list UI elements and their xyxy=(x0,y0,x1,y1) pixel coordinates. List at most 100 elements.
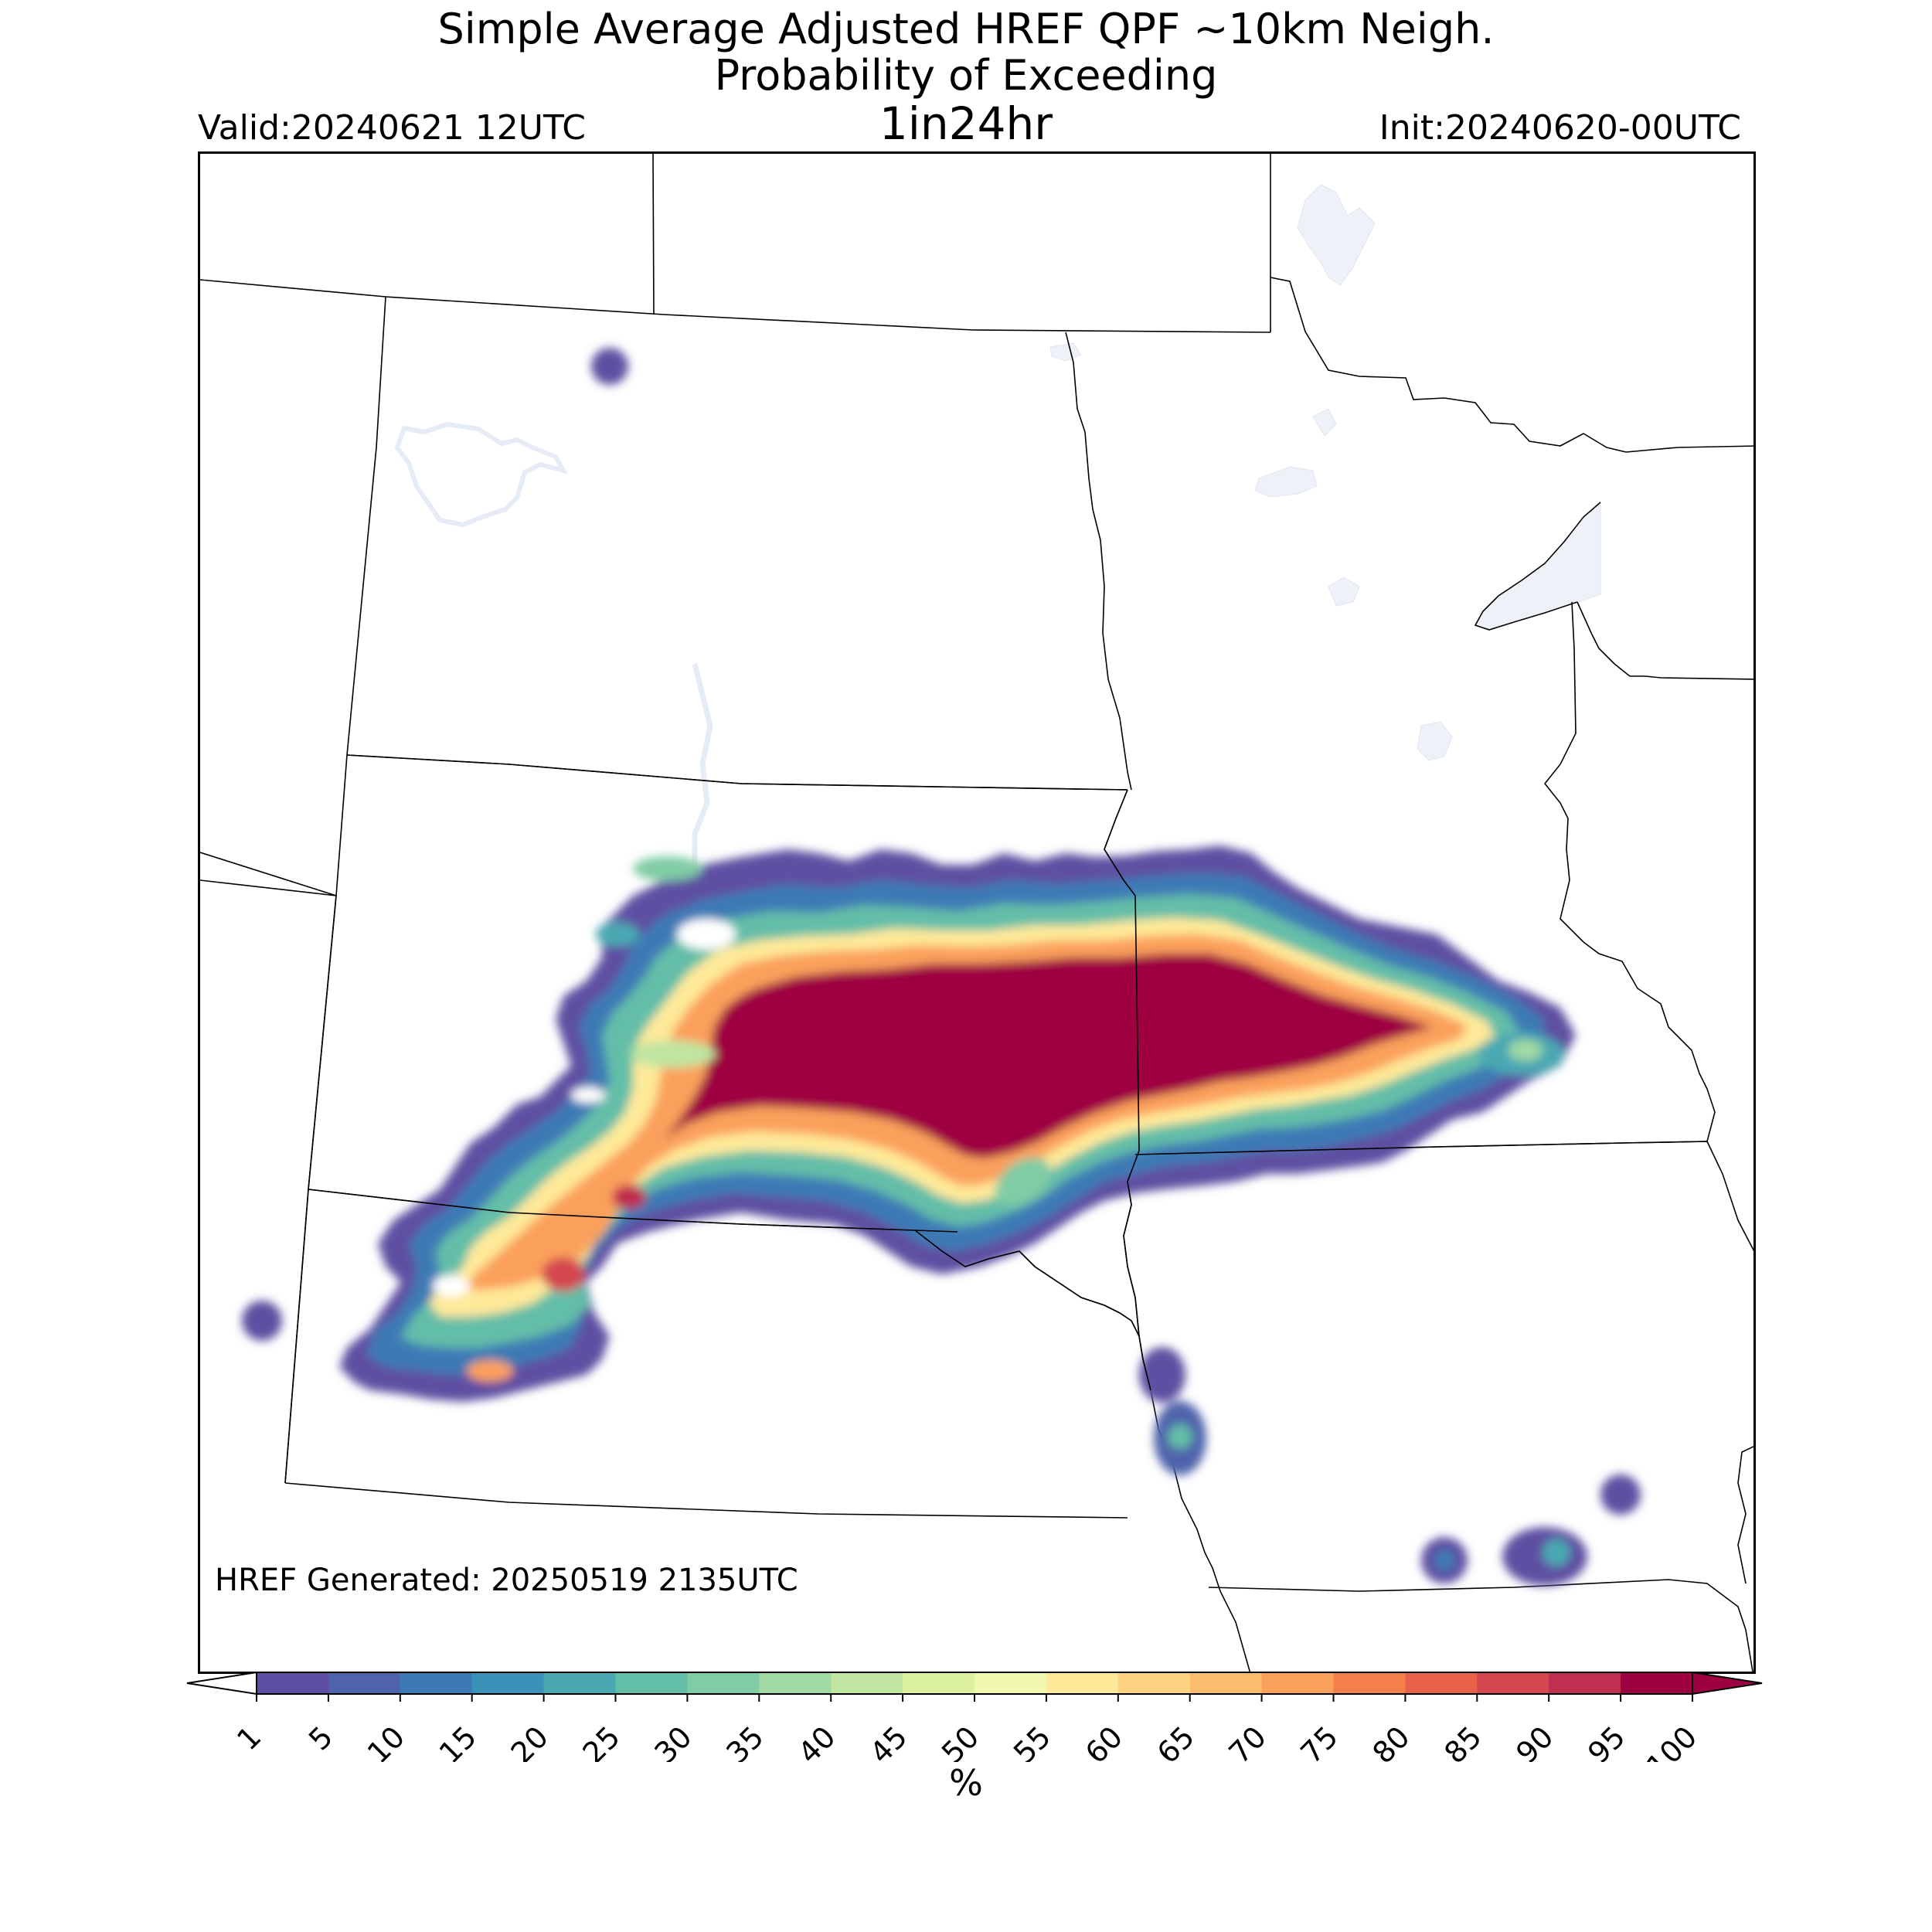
precip-probability-field xyxy=(242,348,1641,1586)
mille-lacs xyxy=(1417,721,1453,761)
colorbar-swatch xyxy=(471,1672,545,1694)
colorbar-swatch xyxy=(257,1672,329,1694)
iowa-south-border xyxy=(1208,1579,1753,1672)
colorbar-tick-label: 40 xyxy=(791,1719,842,1762)
north-dakota-south-dakota-border-overlay xyxy=(346,754,1128,791)
colorbar-swatch xyxy=(1189,1672,1263,1694)
init-time-label: Init:20240620-00UTC xyxy=(1379,108,1741,148)
colorbar-swatch xyxy=(1405,1672,1478,1694)
valid-time-label: Valid:20240621 12UTC xyxy=(198,108,587,148)
colorbar-tick-label: 45 xyxy=(863,1719,913,1762)
colorbar-swatch xyxy=(1621,1672,1693,1694)
upper-red-lakes xyxy=(1312,408,1337,437)
colorbar-tick-label: 5 xyxy=(302,1719,339,1757)
minnesota-iowa-border-overlay xyxy=(1134,1141,1708,1155)
colorbar-swatch xyxy=(328,1672,401,1694)
north-dakota-south-dakota-border xyxy=(346,754,1128,791)
lake-superior-shore xyxy=(1474,502,1601,631)
colorbar-tick-label: 15 xyxy=(433,1719,483,1762)
colorbar-swatch xyxy=(687,1672,760,1694)
colorbar-swatches xyxy=(186,1671,1763,1696)
colorbar-swatch xyxy=(1261,1672,1334,1694)
devils-lake xyxy=(1049,342,1082,362)
colorbar-tick-label: 25 xyxy=(577,1719,627,1762)
wyoming-sd-border-overlay xyxy=(284,895,337,1484)
colorbar-extend-high xyxy=(1692,1671,1763,1696)
prob-95pct-contour xyxy=(664,954,1433,1158)
colorbar-swatch xyxy=(400,1672,473,1694)
prob-low-pocket-south xyxy=(995,1157,1052,1206)
colorbar-tick-label: 90 xyxy=(1509,1719,1560,1762)
colorbar-extend-low xyxy=(186,1671,257,1696)
northwest-territory-line xyxy=(200,852,337,896)
lakes-layer xyxy=(394,184,1601,959)
colorbar-tick-label: 70 xyxy=(1223,1719,1273,1762)
colorbar-tick-label: 60 xyxy=(1079,1719,1129,1762)
colorbar-tick-label: 95 xyxy=(1581,1719,1631,1762)
minnesota-wisconsin-border xyxy=(1543,601,1753,1252)
colorbar-swatch xyxy=(903,1672,975,1694)
prob-gap-southwest xyxy=(433,1275,470,1297)
prob-blob-wyoming xyxy=(242,1301,282,1341)
prob-blob-iowa-c xyxy=(1600,1475,1641,1515)
map-canvas xyxy=(200,154,1753,1672)
colorbar-swatch xyxy=(975,1672,1047,1694)
lake-sakakawea xyxy=(394,421,569,528)
montana-wyoming-border xyxy=(200,879,337,896)
canada-province-line xyxy=(652,154,655,315)
colorbar-swatch xyxy=(1333,1672,1406,1694)
south-dakota-iowa-border-overlay xyxy=(1123,1150,1140,1337)
generated-timestamp: HREF Generated: 20250519 2135UTC xyxy=(215,1563,798,1598)
montana-north-dakota-border xyxy=(335,296,386,896)
colorbar-swatch xyxy=(759,1672,832,1694)
prob-blob-north-dakota xyxy=(591,348,628,385)
prob-core-west xyxy=(467,1360,513,1382)
map-panel xyxy=(198,151,1756,1674)
colorbar-swatch xyxy=(1549,1672,1621,1694)
prob-band-green-west xyxy=(631,1040,716,1068)
colorbar-tick-label: 50 xyxy=(935,1719,985,1762)
wisconsin-east-edge xyxy=(1737,1445,1753,1584)
colorbar-tick-label: 35 xyxy=(719,1719,770,1762)
prob-gap-north xyxy=(677,919,736,950)
chart-title-threshold: 1in24hr xyxy=(879,97,1053,150)
colorbar-tick-label: 100 xyxy=(1640,1719,1703,1762)
prob-gap-west xyxy=(571,1087,605,1103)
prob-core-southwest xyxy=(542,1257,585,1291)
colorbar-tick-label: 20 xyxy=(505,1719,555,1762)
colorbar-ticks: 1 5 10 15 20 25 30 35 40 45 50 55 60 65 70 75 80 85 90 95 10… xyxy=(230,1694,1703,1762)
prob-blob-iowa-b-core xyxy=(1543,1539,1570,1566)
colorbar-tick-label: 85 xyxy=(1437,1719,1488,1762)
minnesota-north-border xyxy=(1270,277,1753,453)
colorbar-tick-label: 1 xyxy=(230,1719,267,1757)
prob-band-east-tail-core xyxy=(1509,1039,1543,1061)
prob-blob-siouxland-a xyxy=(1139,1347,1185,1403)
us-canada-border xyxy=(200,279,1271,333)
south-dakota-nebraska-border-overlay xyxy=(308,1189,958,1233)
colorbar-tick-label: 75 xyxy=(1294,1719,1345,1762)
chart-title-line2: Probability of Exceeding xyxy=(714,51,1218,100)
colorbar-swatch xyxy=(1117,1672,1191,1694)
colorbar-swatch xyxy=(543,1672,616,1694)
missouri-river-overlay xyxy=(914,1230,1151,1391)
colorbar-tick-label: 30 xyxy=(648,1719,698,1762)
colorbar: 1 5 10 15 20 25 30 35 40 45 50 55 60 65 70 75 80 85 90 95 10… xyxy=(186,1671,1763,1762)
colorbar-tick-label: 80 xyxy=(1366,1719,1416,1762)
colorbar-swatch xyxy=(1046,1672,1119,1694)
prob-core-mid xyxy=(612,1185,646,1209)
colorbar-tick-label: 10 xyxy=(361,1719,411,1762)
lake-of-the-woods xyxy=(1297,184,1376,286)
colorbar-unit-label: % xyxy=(949,1762,983,1804)
colorbar-swatch xyxy=(1477,1672,1549,1694)
prob-band-green-nw xyxy=(633,856,702,881)
colorbar-tick-label: 55 xyxy=(1007,1719,1057,1762)
leech-lake xyxy=(1328,577,1360,607)
red-lake xyxy=(1254,466,1318,498)
south-dakota-minnesota-border-overlay xyxy=(1104,789,1140,1151)
chart-title-line1: Simple Average Adjusted HREF QPF ~10km N… xyxy=(437,5,1495,53)
north-dakota-minnesota-border xyxy=(1065,332,1132,791)
colorbar-swatch xyxy=(615,1672,688,1694)
prob-blob-iowa-a-core xyxy=(1434,1549,1455,1571)
boundaries-overlay xyxy=(284,754,1708,1484)
nebraska-south-border xyxy=(284,1482,1128,1519)
